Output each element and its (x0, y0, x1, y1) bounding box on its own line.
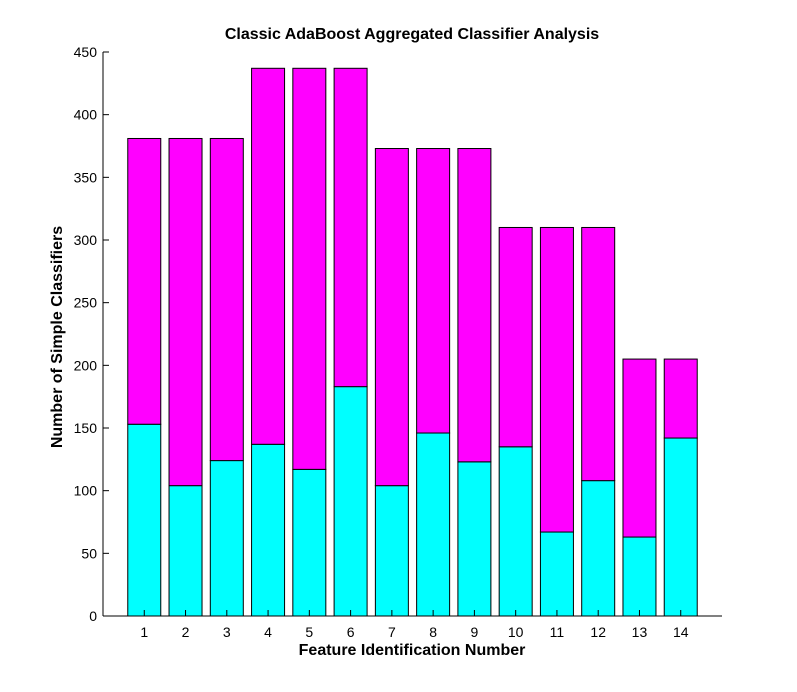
x-tick-label-6: 6 (347, 624, 355, 640)
y-tick-label-450: 450 (74, 44, 98, 60)
bar-segment-s1-1 (127, 423, 162, 617)
bar-segment-s2-13 (622, 358, 657, 538)
bar-segment-s1-13 (622, 536, 657, 617)
bar-segment-s1-10 (498, 446, 533, 617)
bar-segment-s2-4 (251, 67, 286, 445)
x-tick-label-1: 1 (140, 624, 148, 640)
bar-segment-s1-12 (581, 480, 616, 617)
y-tick-label-350: 350 (74, 169, 98, 185)
y-tick-label-200: 200 (74, 357, 98, 373)
y-tick-label-300: 300 (74, 232, 98, 248)
y-axis-label: Number of Simple Classifiers (49, 226, 66, 448)
x-tick-label-2: 2 (182, 624, 190, 640)
bar-segment-s2-2 (168, 137, 203, 487)
bar-segment-s2-9 (457, 148, 492, 463)
bar-segment-s2-3 (209, 137, 244, 462)
x-tick-label-5: 5 (305, 624, 313, 640)
x-tick-label-9: 9 (471, 624, 479, 640)
x-tick-label-14: 14 (673, 624, 689, 640)
bar-segment-s1-7 (374, 485, 409, 617)
bar-segment-s2-11 (539, 226, 574, 533)
bar-segment-s2-12 (581, 226, 616, 482)
bar-segment-s1-5 (292, 468, 327, 617)
bar-segment-s2-6 (333, 67, 368, 388)
bar-segment-s2-1 (127, 137, 162, 425)
bar-segment-s1-4 (251, 443, 286, 617)
bar-segment-s1-14 (663, 437, 698, 617)
y-tick-label-150: 150 (74, 420, 98, 436)
bar-segment-s1-8 (416, 432, 451, 617)
x-tick-label-12: 12 (590, 624, 606, 640)
y-tick-label-100: 100 (74, 483, 98, 499)
bar-segment-s2-5 (292, 67, 327, 470)
x-tick-label-8: 8 (429, 624, 437, 640)
x-tick-label-11: 11 (550, 624, 565, 640)
bar-segment-s1-2 (168, 485, 203, 617)
y-tick-label-250: 250 (74, 295, 98, 311)
x-tick-label-13: 13 (632, 624, 648, 640)
x-tick-label-3: 3 (223, 624, 231, 640)
x-axis-label: Feature Identification Number (299, 642, 526, 659)
y-tick-label-0: 0 (89, 608, 97, 624)
bar-segment-s2-14 (663, 358, 698, 439)
bar-segment-s1-11 (539, 531, 574, 617)
bar-segment-s1-6 (333, 386, 368, 617)
x-tick-label-7: 7 (388, 624, 396, 640)
bar-segment-s1-9 (457, 461, 492, 617)
y-tick-label-50: 50 (81, 545, 97, 561)
chart-title: Classic AdaBoost Aggregated Classifier A… (225, 26, 599, 43)
bar-segment-s2-7 (374, 148, 409, 487)
bar-segment-s2-8 (416, 148, 451, 434)
y-tick-label-400: 400 (74, 107, 98, 123)
bar-segment-s2-10 (498, 226, 533, 448)
bar-segment-s1-3 (209, 460, 244, 617)
x-tick-label-4: 4 (264, 624, 272, 640)
x-tick-label-10: 10 (508, 624, 524, 640)
